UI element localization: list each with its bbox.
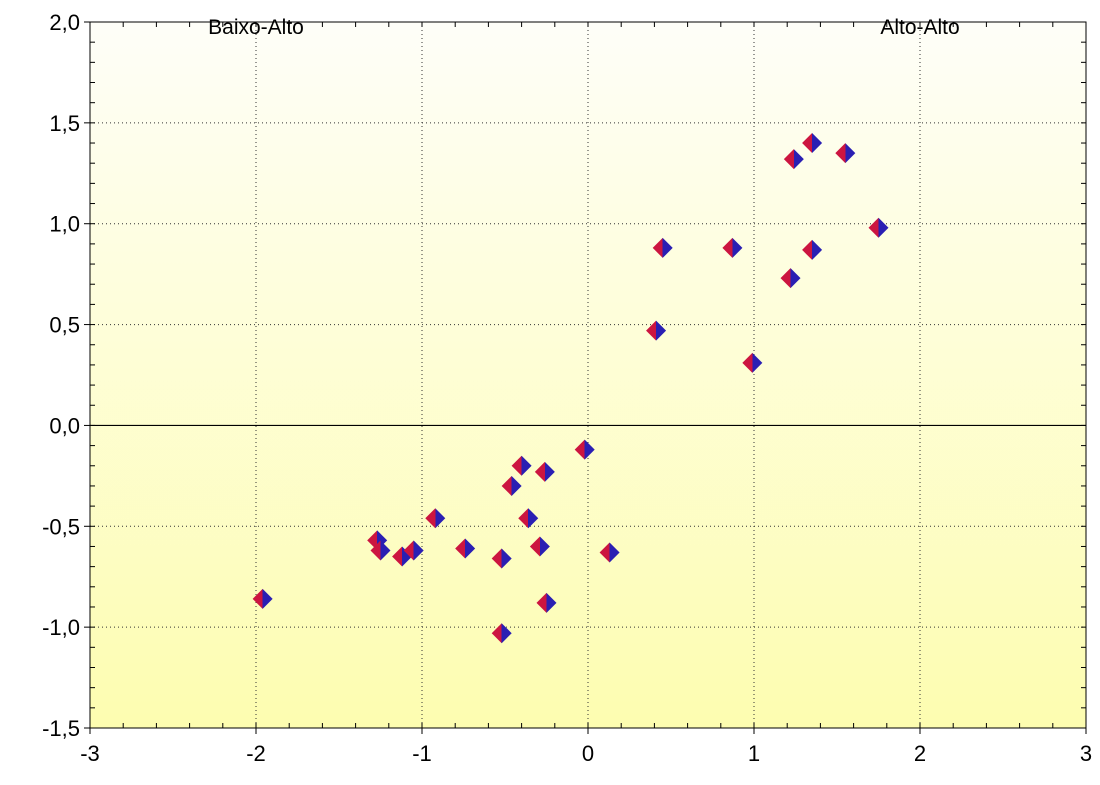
y-tick-label: -1,5 xyxy=(42,716,80,741)
data-points xyxy=(252,133,889,644)
x-tick-label: 0 xyxy=(582,741,594,766)
data-point xyxy=(425,508,446,529)
y-tick-label: 0,0 xyxy=(49,413,80,438)
y-tick-label: 2,0 xyxy=(49,10,80,35)
x-tick-label: 2 xyxy=(914,741,926,766)
x-tick-label: 1 xyxy=(748,741,760,766)
data-point xyxy=(529,536,550,557)
data-point xyxy=(370,540,391,561)
y-tick-label: 0,5 xyxy=(49,313,80,338)
data-point xyxy=(491,623,512,644)
data-point xyxy=(536,592,557,613)
data-point xyxy=(802,133,823,154)
data-point xyxy=(783,149,804,170)
data-point xyxy=(511,455,532,476)
quadrant-label: Alto-Alto xyxy=(880,16,959,39)
data-point xyxy=(868,217,889,238)
y-tick-label: 1,0 xyxy=(49,212,80,237)
x-tick-label: -2 xyxy=(246,741,266,766)
data-point xyxy=(491,548,512,569)
x-tick-label: -1 xyxy=(412,741,432,766)
data-point xyxy=(518,508,539,529)
x-tick-label: 3 xyxy=(1080,741,1092,766)
data-point xyxy=(574,439,595,460)
plot-frame xyxy=(89,21,1087,729)
data-point xyxy=(403,540,424,561)
data-point xyxy=(455,538,476,559)
data-point xyxy=(646,320,667,341)
x-tick-label: -3 xyxy=(80,741,100,766)
y-axis-tick-labels: 2,0 1,5 1,0 0,5 0,0 -0,5 -1,0 -1,5 xyxy=(42,10,80,741)
data-point xyxy=(742,352,763,373)
data-point xyxy=(722,237,743,258)
grid-lines xyxy=(90,22,1086,728)
data-point xyxy=(835,143,856,164)
data-point xyxy=(599,542,620,563)
quadrant-label: Baixo-Alto xyxy=(208,16,304,39)
data-point xyxy=(802,239,823,260)
quadrant-labels: Baixo-Alto Alto-Alto xyxy=(208,16,960,39)
data-point xyxy=(252,588,273,609)
data-point xyxy=(780,268,801,289)
major-ticks xyxy=(84,21,1087,734)
y-tick-label: 1,5 xyxy=(49,111,80,136)
data-point xyxy=(652,237,673,258)
data-point xyxy=(501,475,522,496)
y-tick-label: -0,5 xyxy=(42,514,80,539)
y-tick-label: -1,0 xyxy=(42,615,80,640)
x-axis-tick-labels: -3 -2 -1 0 1 2 3 xyxy=(80,741,1092,766)
data-point xyxy=(534,461,555,482)
